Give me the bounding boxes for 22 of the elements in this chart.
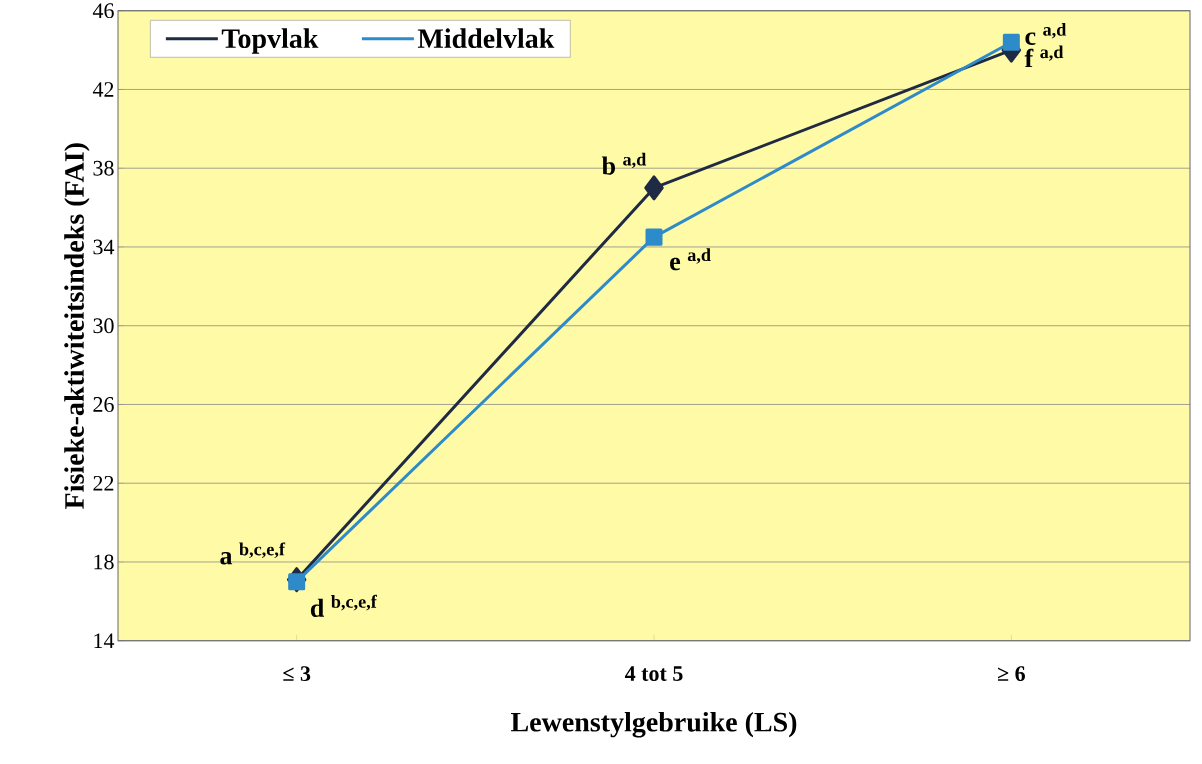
annotation: f $^{a,d}$ — [1024, 45, 1064, 68]
y-tick-label: 30 — [93, 318, 114, 334]
annotation: a $^{b,c,e,f}$ — [220, 542, 286, 565]
y-tick-label: 38 — [93, 160, 114, 176]
y-tick-label: 18 — [94, 554, 114, 570]
legend-label: Middelvlak — [417, 28, 555, 49]
y-tick-label: 14 — [94, 633, 115, 649]
y-tick-label: 42 — [92, 82, 114, 97]
x-tick-label: 4 tot 5 — [624, 666, 683, 682]
x-tick-label: ≤ 3 — [283, 666, 311, 682]
annotation: b $^{a,d}$ — [601, 152, 647, 175]
annotation: e $^{a,d}$ — [670, 248, 711, 271]
x-axis-title: Lewenstylgebruike (LS) — [510, 712, 797, 738]
y-tick-label: 34 — [93, 239, 115, 255]
legend-label: Topvlak — [221, 28, 319, 54]
x-tick-label: ≥ 6 — [997, 666, 1025, 682]
annotation: c $^{a,d}$ — [1025, 23, 1067, 46]
y-axis-title: Fisieke-aktiwiteitsindeks (FAI) — [64, 143, 90, 510]
annotation: d $^{b,c,e,f}$ — [310, 595, 378, 618]
y-tick-label: 22 — [93, 476, 114, 491]
y-tick-label: 26 — [93, 397, 114, 413]
y-tick-label: 46 — [92, 3, 114, 19]
